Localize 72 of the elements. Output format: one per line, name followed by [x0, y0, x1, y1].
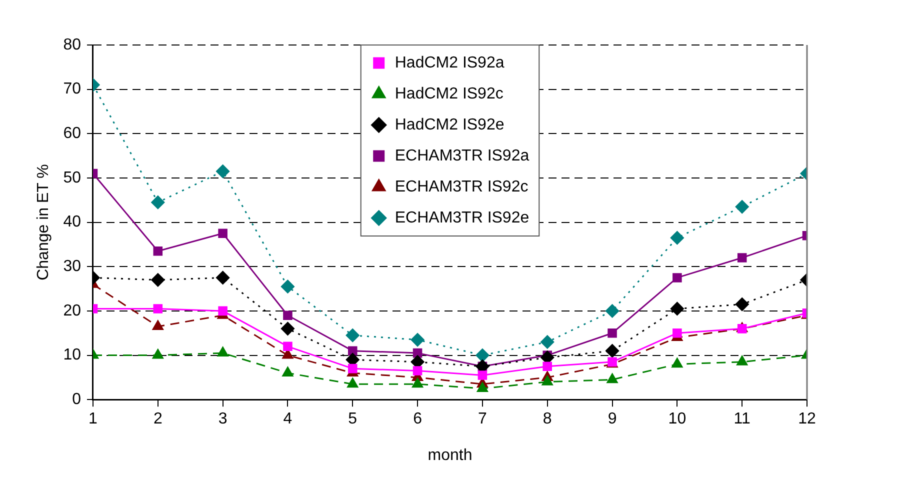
legend-label: HadCM2 IS92c [394, 85, 504, 102]
point [608, 328, 617, 338]
point [737, 253, 747, 262]
x-axis-title: month [428, 446, 472, 464]
x-tick-label: 4 [283, 410, 292, 428]
point [216, 270, 230, 284]
x-tick-label: 7 [478, 410, 487, 428]
point [216, 164, 230, 178]
x-tick-label: 3 [218, 410, 228, 428]
x-tick-label: 10 [668, 410, 686, 428]
x-tick-label: 12 [798, 410, 816, 428]
legend-label: ECHAM3TR IS92e [394, 209, 530, 226]
point [348, 364, 358, 374]
point [152, 320, 164, 330]
y-tick-label: 70 [63, 80, 82, 98]
point [672, 273, 682, 282]
x-tick-label: 11 [734, 410, 750, 428]
point [218, 306, 228, 316]
point [542, 362, 552, 371]
point [283, 310, 292, 320]
point [735, 200, 749, 214]
legend-label: ECHAM3TR IS92c [394, 178, 528, 196]
point [412, 366, 422, 376]
point [606, 344, 620, 358]
point [476, 348, 490, 362]
point [218, 228, 228, 238]
y-tick-label: 20 [63, 302, 82, 320]
point [410, 333, 424, 347]
point [348, 346, 358, 356]
point [151, 196, 165, 210]
legend-label: HadCM2 IS92e [394, 116, 504, 134]
y-tick-label: 0 [72, 391, 82, 408]
point [672, 328, 682, 338]
point [347, 378, 358, 388]
point [737, 324, 747, 334]
point [283, 342, 292, 352]
point [151, 273, 165, 287]
x-tick-label: 5 [348, 410, 358, 428]
point [540, 335, 554, 349]
point [606, 373, 618, 384]
point [736, 356, 748, 366]
point [412, 378, 424, 388]
point [280, 280, 294, 294]
legend-label: HadCM2 IS92a [394, 54, 504, 72]
y-tick-label: 60 [63, 125, 82, 142]
point [478, 370, 488, 380]
point [153, 246, 163, 256]
y-tick-label: 80 [63, 36, 82, 54]
legend-label: ECHAM3TR IS92a [394, 147, 530, 164]
y-axis-title: Change in ET % [35, 164, 52, 280]
point [672, 358, 683, 368]
x-tick-label: 6 [413, 410, 422, 428]
point [282, 366, 294, 377]
y-tick-label: 40 [63, 214, 82, 231]
point [152, 349, 164, 359]
point [606, 304, 620, 318]
x-tick-label: 9 [608, 410, 617, 428]
point [346, 328, 360, 342]
point [670, 302, 684, 316]
point [153, 304, 163, 314]
point [735, 298, 749, 312]
x-tick-label: 1 [88, 410, 98, 428]
x-tick-label: 8 [542, 410, 552, 428]
y-tick-label: 50 [63, 169, 82, 186]
point [476, 382, 488, 392]
x-tick-label: 2 [153, 410, 162, 428]
point [542, 376, 553, 386]
y-tick-label: 30 [63, 258, 82, 276]
y-tick-label: 10 [63, 346, 82, 364]
point [280, 322, 294, 336]
point [670, 231, 684, 245]
point [217, 346, 228, 357]
